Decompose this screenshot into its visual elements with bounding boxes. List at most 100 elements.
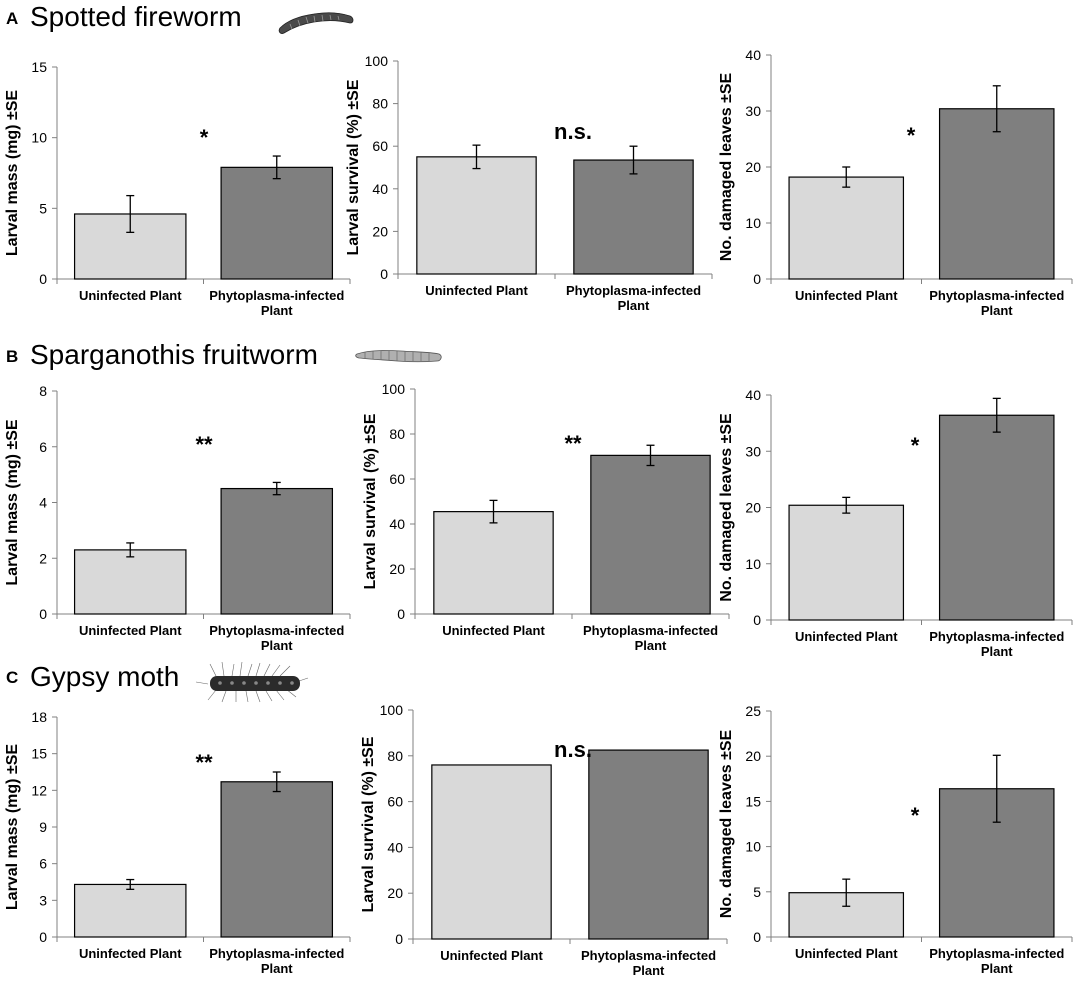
panel-c-header: C Gypsy moth (6, 661, 309, 703)
y-tick-label: 100 (365, 53, 389, 69)
y-tick-label: 0 (753, 271, 761, 287)
y-tick-label: 0 (39, 606, 47, 622)
chart-c-damaged-leaves: 0 5 10 15 20 25 No. damaged leaves ±SE Uninfect… (718, 703, 1073, 976)
y-tick-label: 30 (745, 443, 761, 459)
panel-letter: C (6, 668, 18, 687)
y-tick-label: 40 (387, 839, 403, 855)
y-tick-label: 4 (39, 495, 47, 511)
x-category-label: Uninfected Plant (795, 629, 898, 644)
y-tick-label: 10 (31, 130, 47, 146)
y-tick-label: 40 (745, 387, 761, 403)
y-axis-title: No. damaged leaves ±SE (718, 72, 735, 261)
x-category-label: Phytoplasma-infected Plant (929, 946, 1064, 976)
panel-title: Sparganothis fruitworm (30, 339, 318, 370)
y-tick-label: 0 (380, 266, 388, 282)
x-category-label: Uninfected Plant (795, 946, 898, 961)
x-category-label: Uninfected Plant (795, 288, 898, 303)
y-axis-title: Larval mass (mg) ±SE (4, 90, 21, 257)
x-category-label: Phytoplasma-infected Plant (209, 623, 344, 653)
panel-letter: B (6, 347, 18, 366)
y-tick-label: 100 (380, 702, 404, 718)
segmented-caterpillar-icon (355, 350, 442, 363)
y-tick-label: 100 (382, 381, 406, 397)
x-category-label: Uninfected Plant (442, 623, 545, 638)
y-tick-label: 10 (745, 215, 761, 231)
significance-label: ** (195, 432, 213, 457)
y-tick-label: 12 (31, 782, 47, 798)
chart-c-larval-survival: 0 20 40 60 80 100 Larval survival (%) ±SE Uninf… (360, 702, 728, 978)
significance-label: * (911, 803, 920, 828)
significance-label: n.s. (554, 119, 592, 144)
y-tick-label: 8 (39, 383, 47, 399)
x-category-label: Phytoplasma-infected Plant (566, 283, 701, 313)
bar-uninfected (788, 504, 905, 621)
x-category-label: Phytoplasma-infected Plant (583, 623, 718, 653)
y-tick-label: 20 (387, 885, 403, 901)
chart-c-larval-mass: 0 3 6 9 12 15 18 Larval mass (mg) ±SE Uninfected… (4, 709, 351, 976)
significance-label: * (911, 433, 920, 458)
bar-infected (220, 487, 334, 615)
y-tick-label: 6 (39, 856, 47, 872)
y-tick-label: 5 (753, 884, 761, 900)
x-category-label: Uninfected Plant (79, 623, 182, 638)
y-tick-label: 0 (753, 929, 761, 945)
significance-label: ** (195, 750, 213, 775)
y-tick-label: 80 (387, 748, 403, 764)
y-tick-label: 2 (39, 550, 47, 566)
smooth-caterpillar-icon (278, 12, 354, 34)
significance-label: ** (564, 431, 582, 456)
y-tick-label: 0 (397, 606, 405, 622)
panel-title: Spotted fireworm (30, 1, 242, 32)
hairy-caterpillar-icon (195, 661, 309, 703)
y-tick-label: 10 (745, 839, 761, 855)
panel-b-header: B Sparganothis fruitworm (6, 339, 442, 370)
x-category-label: Phytoplasma-infected Plant (929, 288, 1064, 318)
chart-b-larval-mass: 0 2 4 6 8 Larval mass (mg) ±SE Uninfected Plan… (4, 383, 351, 653)
panel-a-header: A Spotted fireworm (6, 1, 354, 34)
x-category-label: Uninfected Plant (79, 288, 182, 303)
y-axis-title: Larval survival (%) ±SE (345, 79, 362, 255)
x-category-label: Phytoplasma-infected Plant (929, 629, 1064, 659)
y-tick-label: 0 (39, 271, 47, 287)
y-tick-label: 40 (745, 47, 761, 63)
y-tick-label: 6 (39, 439, 47, 455)
bar-infected (938, 414, 1055, 621)
y-tick-label: 0 (39, 929, 47, 945)
y-tick-label: 10 (745, 556, 761, 572)
y-tick-label: 20 (745, 159, 761, 175)
y-tick-label: 15 (31, 59, 47, 75)
bar-uninfected (73, 549, 187, 615)
y-axis-title: Larval mass (mg) ±SE (4, 419, 21, 586)
y-tick-label: 15 (31, 746, 47, 762)
y-tick-label: 20 (372, 223, 388, 239)
y-tick-label: 20 (389, 561, 405, 577)
bar-infected (588, 749, 709, 940)
significance-label: * (907, 123, 916, 148)
y-tick-label: 80 (389, 426, 405, 442)
bar-infected (590, 454, 711, 615)
bar-uninfected (788, 176, 905, 280)
significance-label: n.s. (554, 737, 592, 762)
significance-label: * (200, 125, 209, 150)
chart-b-damaged-leaves: 0 10 20 30 40 No. damaged leaves ±SE Uninfecte… (718, 387, 1073, 659)
bar-infected (220, 781, 334, 938)
y-axis-title: No. damaged leaves ±SE (718, 413, 735, 602)
y-tick-label: 20 (745, 748, 761, 764)
y-axis-title: Larval survival (%) ±SE (360, 736, 377, 912)
y-tick-label: 0 (395, 931, 403, 947)
y-tick-label: 30 (745, 103, 761, 119)
bar-uninfected (416, 156, 537, 275)
y-tick-label: 80 (372, 96, 388, 112)
x-category-label: Uninfected Plant (440, 948, 543, 963)
x-category-label: Uninfected Plant (79, 946, 182, 961)
bar-infected (573, 159, 694, 275)
bar-uninfected (431, 764, 552, 940)
bar-infected (938, 108, 1055, 280)
x-category-label: Phytoplasma-infected Plant (581, 948, 716, 978)
y-tick-label: 15 (745, 793, 761, 809)
y-axis-title: Larval survival (%) ±SE (362, 413, 379, 589)
y-tick-label: 18 (31, 709, 47, 725)
